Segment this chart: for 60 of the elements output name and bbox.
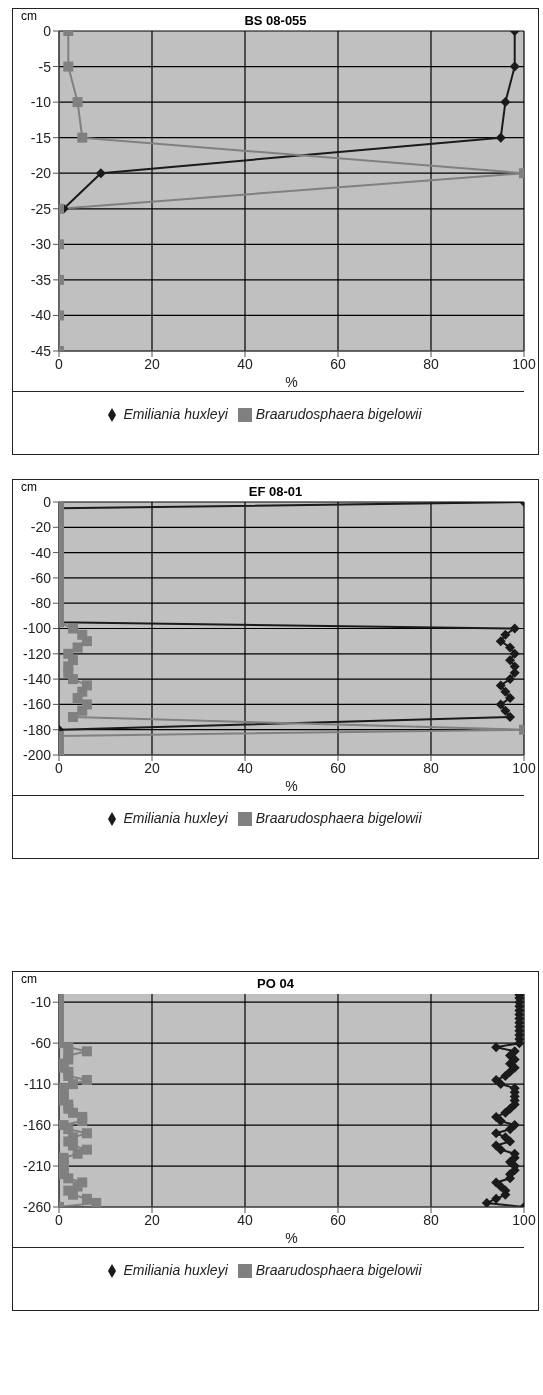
x-tick-label: 80	[423, 759, 439, 776]
x-tick-label: 60	[330, 1211, 346, 1228]
x-tick-label: 60	[330, 759, 346, 776]
x-axis-title: %	[285, 1230, 298, 1246]
y-tick-label: -110	[24, 1076, 52, 1093]
chart-title: BS 08-055	[244, 13, 307, 28]
legend-label: Braarudosphaera bigelowii	[255, 1262, 422, 1278]
y-tick-label: -20	[30, 165, 52, 182]
y-axis-title: cm	[21, 972, 37, 986]
x-tick-label: 100	[512, 1211, 536, 1228]
y-tick-label: -100	[22, 620, 52, 637]
y-tick-label: -25	[30, 200, 52, 217]
x-axis-title: %	[285, 374, 298, 390]
y-tick-label: -20	[30, 519, 52, 536]
y-tick-label: -140	[22, 671, 52, 688]
y-tick-label: 0	[43, 493, 52, 510]
x-tick-label: 20	[144, 759, 160, 776]
x-tick-label: 40	[237, 759, 253, 776]
y-tick-label: -80	[30, 595, 52, 612]
legend-label: Braarudosphaera bigelowii	[255, 406, 422, 422]
y-tick-label: -10	[30, 94, 52, 111]
x-tick-label: 40	[237, 1211, 253, 1228]
legend-label: Emiliania huxleyi	[123, 406, 228, 422]
x-tick-label: 80	[423, 1211, 439, 1228]
y-axis-title: cm	[21, 9, 37, 23]
x-tick-label: 20	[144, 1211, 160, 1228]
x-tick-label: 60	[330, 355, 346, 372]
y-tick-label: -260	[22, 1198, 52, 1215]
x-tick-label: 80	[423, 355, 439, 372]
x-axis-title: %	[285, 778, 298, 794]
y-tick-label: -210	[22, 1158, 52, 1175]
y-tick-label: -160	[22, 696, 52, 713]
x-tick-label: 0	[55, 759, 64, 776]
x-tick-label: 0	[55, 1211, 64, 1228]
legend-label: Emiliania huxleyi	[123, 1262, 228, 1278]
x-tick-label: 20	[144, 355, 160, 372]
y-tick-label: 0	[43, 22, 52, 39]
y-tick-label: -60	[30, 1035, 52, 1052]
y-tick-label: -15	[30, 129, 52, 146]
y-tick-label: -45	[30, 342, 52, 359]
y-tick-label: -40	[30, 544, 52, 561]
chart-title: EF 08-01	[248, 484, 303, 499]
y-tick-label: -180	[22, 721, 52, 738]
y-tick-label: -60	[30, 569, 52, 586]
legend-label: Braarudosphaera bigelowii	[255, 810, 422, 826]
y-tick-label: -30	[30, 236, 52, 253]
y-tick-label: -40	[30, 307, 52, 324]
y-tick-label: -200	[22, 746, 52, 763]
legend-label: Emiliania huxleyi	[123, 810, 228, 826]
y-axis-title: cm	[21, 480, 37, 494]
x-tick-label: 40	[237, 355, 253, 372]
y-tick-label: -5	[38, 58, 52, 75]
chart-title: PO 04	[257, 976, 294, 991]
y-tick-label: -120	[22, 645, 52, 662]
x-tick-label: 100	[512, 759, 536, 776]
y-tick-label: -10	[30, 994, 52, 1011]
y-tick-label: -160	[22, 1117, 52, 1134]
y-tick-label: -35	[30, 271, 52, 288]
x-tick-label: 100	[512, 355, 536, 372]
x-tick-label: 0	[55, 355, 64, 372]
